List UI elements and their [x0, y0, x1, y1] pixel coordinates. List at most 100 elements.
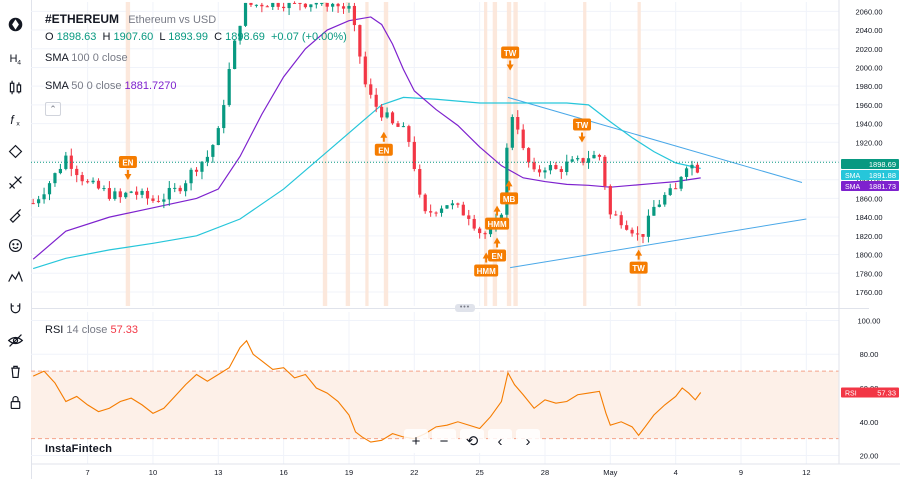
pane-resize-handle[interactable]: •••	[455, 304, 475, 312]
candle-body	[505, 147, 509, 215]
candle-body	[331, 3, 335, 7]
candle-body	[390, 112, 395, 124]
brand-watermark: InstaFintech	[45, 443, 113, 455]
eye-icon[interactable]	[5, 330, 26, 351]
candle-body	[189, 169, 193, 184]
brush-icon[interactable]	[5, 204, 26, 225]
candle-body	[429, 211, 433, 213]
price-tick-label: 1920.00	[855, 138, 882, 147]
fib-icon[interactable]	[5, 172, 26, 193]
trend-line	[507, 96, 803, 184]
candle-body	[380, 106, 384, 118]
time-tick-label: May	[603, 468, 617, 477]
candle-body	[597, 154, 602, 157]
candle-body	[510, 117, 514, 148]
candle-body	[167, 187, 171, 200]
magnet-icon[interactable]	[5, 298, 26, 319]
zoom-out-button[interactable]: −	[432, 429, 456, 453]
candle-body	[668, 188, 672, 195]
trendline-icon[interactable]	[5, 141, 26, 162]
low-value: 1893.99	[168, 31, 208, 43]
scroll-back-button[interactable]: ‹	[488, 429, 512, 453]
svg-text:4: 4	[17, 59, 21, 66]
signal-label: TW	[632, 264, 645, 273]
price-tick-label: 1800.00	[855, 251, 882, 260]
trash-icon[interactable]	[5, 361, 26, 382]
candle-body	[521, 129, 525, 149]
logo-icon[interactable]	[5, 14, 26, 35]
candle-body	[467, 215, 471, 219]
candle-body	[276, 2, 280, 7]
candle-body	[205, 156, 210, 162]
candle-body	[145, 190, 150, 199]
collapse-legend-button[interactable]: ⌃	[45, 102, 61, 116]
rsi-legend[interactable]: RSI 14 close 57.33	[45, 324, 138, 336]
highlight-band	[492, 2, 498, 306]
symbol-description: Ethereum vs USD	[128, 14, 217, 26]
highlight-band	[484, 2, 488, 306]
price-tick-label: 1840.00	[855, 213, 882, 222]
candle-body	[64, 155, 68, 169]
candle-body	[625, 225, 629, 230]
candle-body	[53, 173, 57, 184]
candle-body	[96, 180, 101, 189]
time-tick-label: 9	[739, 468, 743, 477]
price-tick-label: 2060.00	[855, 7, 882, 16]
sma-line	[32, 96, 701, 270]
symbol-name[interactable]: #ETHEREUM	[45, 12, 120, 26]
low-label: L	[159, 31, 166, 43]
candle-body	[581, 158, 585, 163]
candle-body	[118, 191, 122, 198]
price-tick-label: 1780.00	[855, 269, 882, 278]
candle-body	[423, 194, 427, 212]
price-tick-label: 1860.00	[855, 194, 882, 203]
signal-badge	[500, 192, 519, 205]
time-axis: 7 10 13 16 19 22 25 28 May 4 9 12	[31, 463, 900, 477]
lock-icon[interactable]	[5, 392, 26, 413]
candle-body	[303, 3, 308, 8]
price-tick-label: 1760.00	[855, 288, 882, 297]
arrow-down-icon	[506, 60, 514, 71]
signal-label: EN	[122, 158, 133, 167]
reset-view-button[interactable]: ⟲	[460, 429, 484, 453]
candle-body	[401, 126, 406, 128]
scroll-forward-button[interactable]: ›	[516, 429, 540, 453]
price-label-name: SMA	[845, 173, 861, 180]
price-tick-label: 1960.00	[855, 101, 882, 110]
chevron-up-icon: ⌃	[49, 103, 57, 114]
candle-body	[608, 185, 612, 215]
arrow-up-icon	[505, 180, 513, 191]
candle-body	[576, 158, 580, 160]
rsi-line	[32, 339, 702, 443]
open-value: 1898.63	[56, 31, 97, 43]
price-tick-label: 2040.00	[855, 26, 882, 35]
candle-body	[690, 164, 694, 169]
chart-navigation: + − ⟲ ‹ ›	[404, 429, 540, 453]
highlight-band	[506, 2, 512, 306]
rsi-polyline	[32, 339, 702, 443]
candle-body	[86, 181, 90, 183]
candle-body	[309, 4, 313, 8]
candle-body	[287, 2, 291, 9]
sma100-legend[interactable]: SMA 100 0 close	[45, 52, 128, 64]
signal-tw: TW	[501, 46, 520, 71]
candle-body	[363, 56, 367, 85]
symbol-legend: #ETHEREUM Ethereum vs USD	[45, 12, 216, 26]
pattern-icon[interactable]	[5, 266, 26, 287]
emoji-icon[interactable]	[5, 235, 26, 256]
price-label-name: SMA	[845, 184, 861, 191]
candle-body	[254, 4, 259, 6]
candle-body	[674, 188, 678, 190]
candle-body	[282, 6, 286, 9]
zoom-in-button[interactable]: +	[404, 429, 428, 453]
candles-icon[interactable]	[5, 77, 26, 98]
arrow-up-icon	[493, 237, 501, 248]
sma50-legend[interactable]: SMA 50 0 close 1881.7270	[45, 80, 177, 92]
candle-body	[211, 145, 215, 157]
candle-body	[124, 192, 128, 198]
signal-tw: TW	[573, 118, 592, 143]
trend-lines[interactable]	[507, 96, 807, 269]
